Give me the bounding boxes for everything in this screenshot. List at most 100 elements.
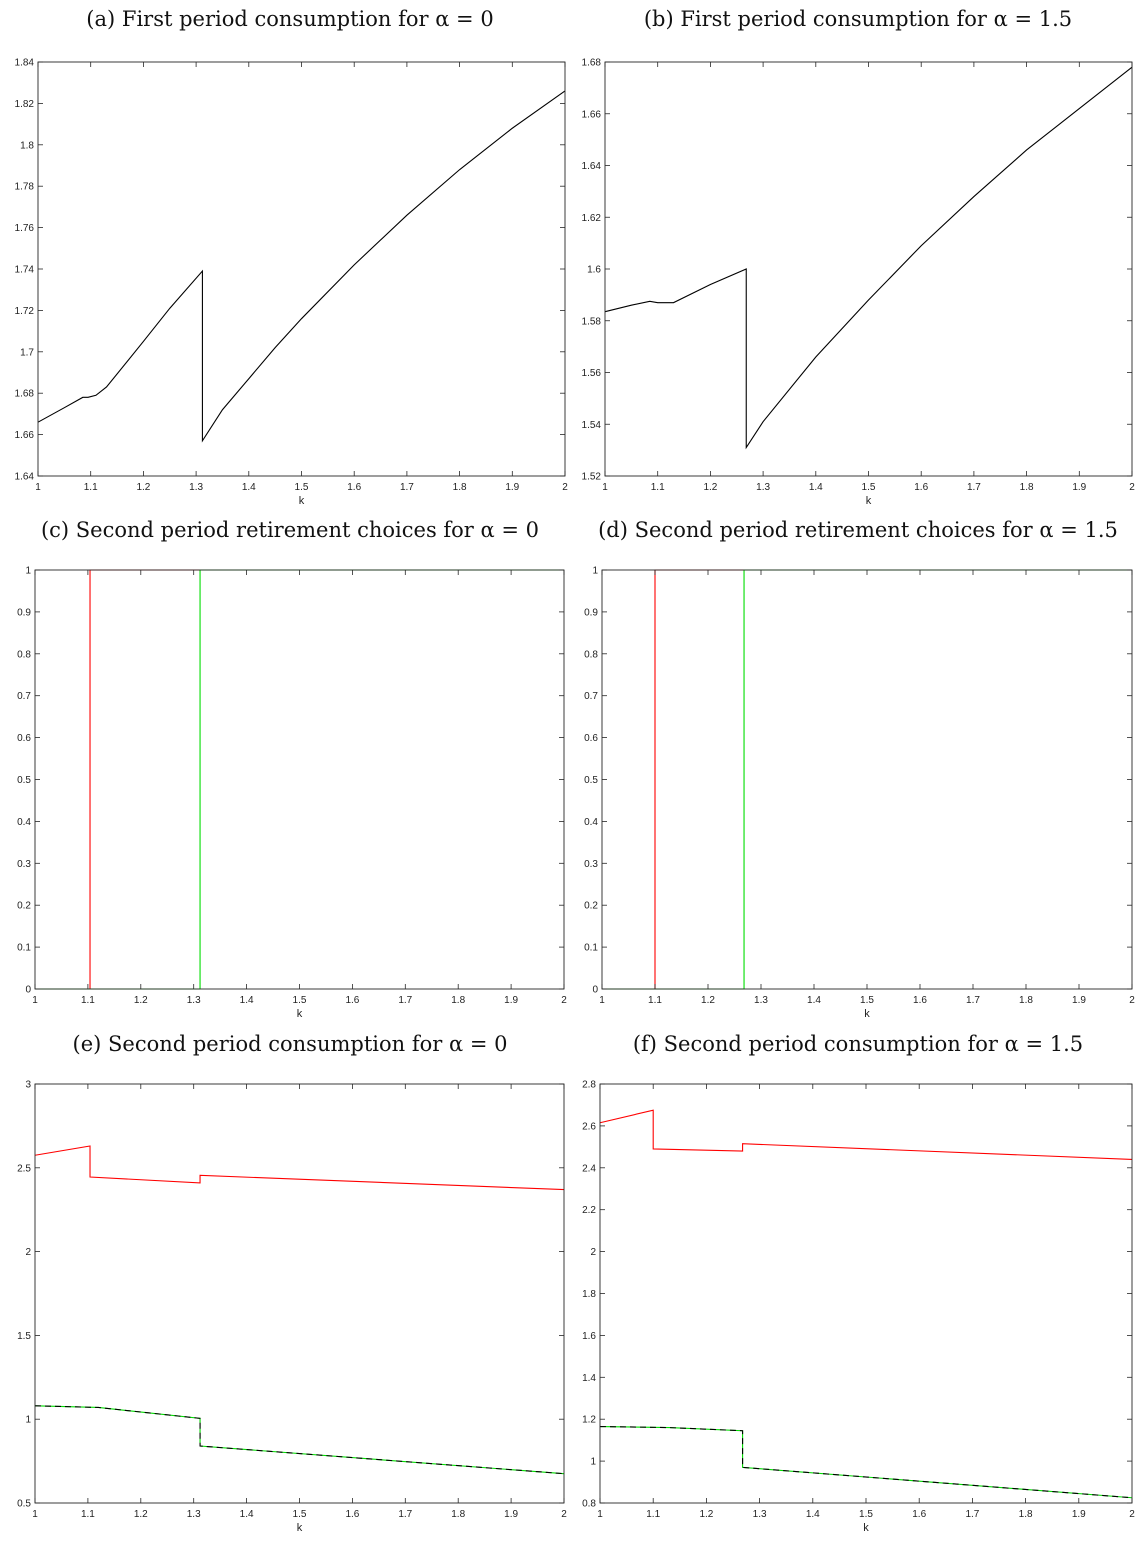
y-tick-label: 1.62 [582, 213, 602, 224]
x-tick-label: 1.9 [1072, 1509, 1086, 1520]
y-tick-label: 0.9 [584, 607, 598, 618]
x-tick-label: 1.3 [187, 995, 201, 1006]
y-tick-label: 1.8 [20, 140, 34, 151]
series-line-1 [34, 1405, 565, 1475]
x-tick-label: 1.6 [345, 1509, 359, 1520]
x-tick-label: 2 [561, 995, 567, 1006]
y-tick-label: 1.64 [582, 161, 602, 172]
x-tick-label: 1.6 [914, 482, 928, 493]
y-tick-label: 1.54 [582, 420, 602, 431]
x-tick-label: 1.5 [862, 482, 876, 493]
y-tick-label: 2.8 [582, 1080, 596, 1091]
chart-title: (b) First period consumption for α = 1.5 [644, 7, 1072, 31]
y-tick-label: 1.78 [15, 182, 35, 193]
x-tick-label: 1.6 [345, 995, 359, 1006]
y-tick-label: 1.2 [582, 1415, 596, 1426]
x-tick-label: 1.8 [451, 995, 465, 1006]
x-tick-label: 1 [602, 482, 608, 493]
y-tick-label: 0.4 [17, 817, 31, 828]
x-tick-label: 1.6 [913, 995, 927, 1006]
x-tick-label: 1.8 [1019, 1509, 1033, 1520]
x-tick-label: 1.3 [753, 1509, 767, 1520]
x-tick-label: 1.4 [240, 1509, 254, 1520]
y-tick-label: 1.72 [15, 306, 35, 317]
x-tick-label: 1.2 [699, 1509, 713, 1520]
x-axis-label: k [297, 1522, 303, 1534]
x-tick-label: 1.7 [398, 1509, 412, 1520]
chart-panel-5: (f) Second period consumption for α = 1.… [582, 1032, 1135, 1534]
x-tick-label: 1.6 [912, 1509, 926, 1520]
y-tick-label: 1.76 [15, 223, 35, 234]
x-tick-label: 1.5 [860, 995, 874, 1006]
x-tick-label: 1.7 [398, 995, 412, 1006]
series-line-0 [604, 66, 1133, 450]
y-tick-label: 1 [25, 566, 31, 577]
y-tick-label: 0.3 [17, 859, 31, 870]
y-tick-label: 1.4 [582, 1373, 596, 1384]
chart-panel-1: (b) First period consumption for α = 1.5… [582, 7, 1136, 507]
chart-title: (e) Second period consumption for α = 0 [73, 1032, 508, 1056]
x-tick-label: 1.7 [965, 1509, 979, 1520]
y-tick-label: 0.8 [584, 649, 598, 660]
y-tick-label: 1.6 [582, 1331, 596, 1342]
x-tick-label: 1.5 [293, 1509, 307, 1520]
series-line-2 [599, 1425, 1133, 1499]
y-tick-label: 0.7 [17, 691, 31, 702]
y-tick-label: 1 [592, 566, 598, 577]
plot-frame [34, 569, 565, 990]
chart-title: (a) First period consumption for α = 0 [86, 7, 493, 31]
y-tick-label: 0.8 [17, 649, 31, 660]
y-tick-label: 2.4 [582, 1163, 596, 1174]
plot-frame [601, 569, 1133, 990]
y-tick-label: 1 [25, 1415, 31, 1426]
y-tick-label: 0.8 [582, 1499, 596, 1510]
series-line-1 [35, 569, 564, 990]
chart-title: (d) Second period retirement choices for… [598, 518, 1118, 542]
x-tick-label: 1.4 [807, 995, 821, 1006]
y-tick-label: 0 [592, 985, 598, 996]
x-tick-label: 1.1 [648, 995, 662, 1006]
y-tick-label: 1.66 [15, 430, 35, 441]
series-line-0 [602, 569, 1132, 990]
series-line-1 [599, 1425, 1133, 1499]
y-tick-label: 0.3 [584, 859, 598, 870]
plot-frame [34, 1083, 565, 1504]
y-tick-label: 1.66 [582, 109, 602, 120]
x-tick-label: 1.2 [134, 1509, 148, 1520]
y-tick-label: 0.5 [17, 1499, 31, 1510]
chart-title: (f) Second period consumption for α = 1.… [633, 1032, 1083, 1056]
y-tick-label: 2.6 [582, 1121, 596, 1132]
x-tick-label: 2 [561, 1509, 567, 1520]
y-tick-label: 1.74 [15, 265, 35, 276]
y-tick-label: 0.5 [17, 775, 31, 786]
x-axis-label: k [297, 1008, 303, 1020]
y-tick-label: 2.2 [582, 1205, 596, 1216]
x-tick-label: 1.6 [347, 482, 361, 493]
x-tick-label: 1.3 [187, 1509, 201, 1520]
x-axis-label: k [299, 495, 305, 507]
x-tick-label: 1 [599, 995, 605, 1006]
x-tick-label: 1 [32, 995, 38, 1006]
y-tick-label: 0.4 [584, 817, 598, 828]
y-tick-label: 1.68 [15, 389, 35, 400]
y-tick-label: 0.5 [584, 775, 598, 786]
x-tick-label: 1.1 [651, 482, 665, 493]
y-tick-label: 0.2 [17, 901, 31, 912]
x-tick-label: 2 [1129, 1509, 1135, 1520]
x-tick-label: 1.1 [81, 995, 95, 1006]
y-tick-label: 0 [25, 985, 31, 996]
y-tick-label: 1.52 [582, 472, 602, 483]
x-tick-label: 2 [1129, 482, 1135, 493]
x-tick-label: 1.3 [754, 995, 768, 1006]
y-tick-label: 0.6 [17, 733, 31, 744]
x-tick-label: 1.7 [400, 482, 414, 493]
series-line-0 [37, 90, 566, 443]
y-tick-label: 1.68 [582, 58, 602, 69]
y-tick-label: 1 [590, 1457, 596, 1468]
x-tick-label: 1.3 [189, 482, 203, 493]
y-tick-label: 0.9 [17, 607, 31, 618]
x-tick-label: 1.2 [134, 995, 148, 1006]
y-tick-label: 0.1 [17, 943, 31, 954]
y-tick-label: 0.1 [584, 943, 598, 954]
